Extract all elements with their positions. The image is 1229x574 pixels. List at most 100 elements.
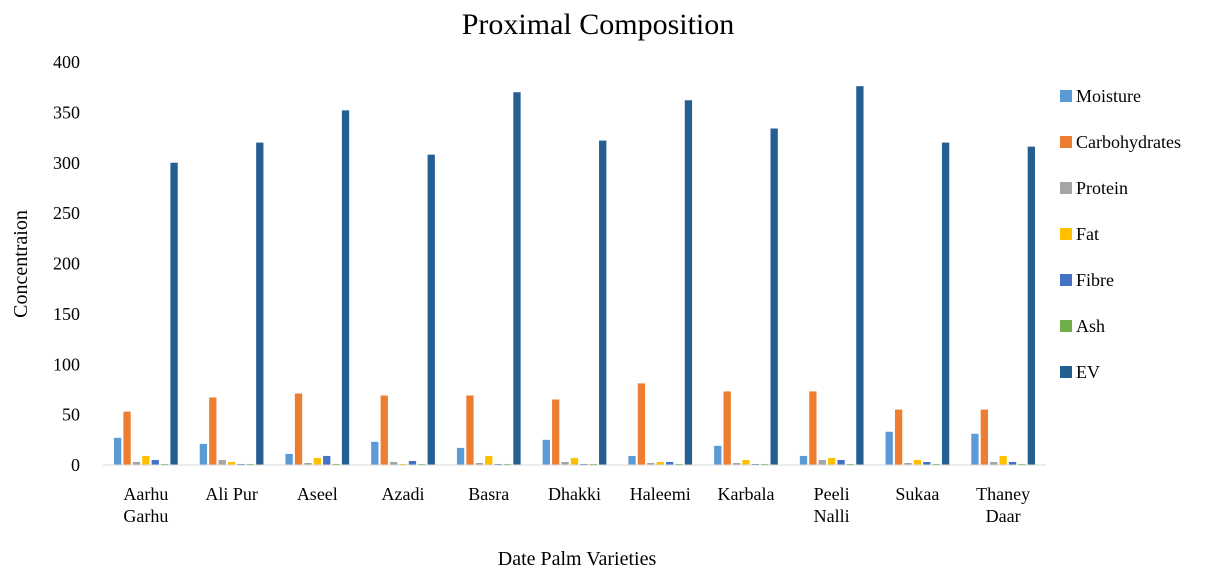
category-label: Aseel xyxy=(297,484,338,504)
bar-ash xyxy=(503,463,512,465)
bar-fibre xyxy=(580,463,588,465)
bar-ev xyxy=(770,128,778,465)
bar-ash xyxy=(418,463,426,465)
bar-fibre xyxy=(1008,461,1017,465)
category-label: Sukaa xyxy=(895,484,939,504)
bar-fibre xyxy=(408,460,417,465)
bar-carbohydrates xyxy=(637,383,646,465)
bar-carbohydrates xyxy=(809,391,817,465)
bar-moisture xyxy=(456,447,465,465)
legend-label-protein: Protein xyxy=(1076,178,1128,198)
bar-fat xyxy=(913,459,922,465)
bar-ash xyxy=(675,463,683,465)
bar-moisture xyxy=(628,455,636,465)
bar-ev xyxy=(341,110,350,466)
bar-fat xyxy=(485,455,493,465)
bar-fat xyxy=(570,457,579,465)
bar-carbohydrates xyxy=(723,391,731,465)
legend-swatch-protein xyxy=(1060,182,1072,194)
bar-carbohydrates xyxy=(209,397,217,465)
bar-carbohydrates xyxy=(980,409,988,465)
legend-label-fat: Fat xyxy=(1076,224,1099,244)
y-tick-label: 100 xyxy=(53,354,80,374)
bar-ev xyxy=(941,142,950,465)
category-label: Karbala xyxy=(717,484,774,504)
bar-fat xyxy=(656,461,664,465)
legend-label-ash: Ash xyxy=(1076,316,1105,336)
y-tick-label: 300 xyxy=(53,153,80,173)
y-tick-label: 250 xyxy=(53,203,80,223)
legend-swatch-moisture xyxy=(1060,90,1072,102)
legend-swatch-ev xyxy=(1060,366,1072,378)
legend-label-fibre: Fibre xyxy=(1076,270,1114,290)
y-tick-label: 150 xyxy=(53,304,80,324)
bar-ash xyxy=(761,463,769,465)
category-label-line: Sukaa xyxy=(895,484,939,504)
category-label: Haleemi xyxy=(630,484,691,504)
legend: Moisture Carbohydrates Protein Fat Fibre Ash E… xyxy=(1060,86,1181,382)
bar-ev xyxy=(427,154,435,465)
bar-protein xyxy=(904,462,912,465)
bar-ash xyxy=(332,463,340,465)
bar-fibre xyxy=(151,459,159,465)
bar-ash xyxy=(846,463,855,465)
bar-carbohydrates xyxy=(466,395,474,465)
bar-protein xyxy=(818,459,826,465)
category-label: Thaney Daar xyxy=(976,484,1030,526)
bar-moisture xyxy=(285,453,293,465)
bar-moisture xyxy=(799,455,808,465)
bar-ev xyxy=(513,92,521,465)
bar-fat xyxy=(313,457,321,465)
category-label: Azadi xyxy=(382,484,425,504)
bar-fibre xyxy=(923,461,931,465)
category-label-line: Azadi xyxy=(382,484,425,504)
bar-carbohydrates xyxy=(552,399,560,465)
bar-fibre xyxy=(665,461,674,465)
legend-label-ev: EV xyxy=(1076,362,1100,382)
bar-ev xyxy=(170,162,178,465)
category-label: Ali Pur xyxy=(205,484,258,504)
category-label: Basra xyxy=(468,484,509,504)
category-label-line: Karbala xyxy=(717,484,774,504)
category-label: Dhakki xyxy=(548,484,601,504)
category-label-line: Thaney xyxy=(976,484,1030,504)
bar-ev xyxy=(256,142,264,465)
bar-protein xyxy=(732,462,741,465)
bar-moisture xyxy=(199,443,208,465)
legend-swatch-carbohydrates xyxy=(1060,136,1072,148)
bar-protein xyxy=(475,462,484,465)
category-label-line: Haleemi xyxy=(630,484,691,504)
category-label-line: Garhu xyxy=(123,506,168,526)
category-label-line: Ali Pur xyxy=(205,484,258,504)
bar-carbohydrates xyxy=(294,393,303,465)
y-axis-title: Concentraion xyxy=(10,210,32,318)
category-label-line: Daar xyxy=(986,506,1021,526)
bar-carbohydrates xyxy=(123,411,131,465)
category-label: Aarhu Garhu xyxy=(123,484,168,526)
chart-title: Proximal Composition xyxy=(462,8,735,41)
y-tick-label: 200 xyxy=(53,254,80,274)
category-label-line: Basra xyxy=(468,484,509,504)
category-label-line: Aarhu xyxy=(123,484,168,504)
bar-ev xyxy=(599,140,607,465)
bar-ev xyxy=(684,100,693,465)
category-label-line: Aseel xyxy=(297,484,338,504)
category-label-line: Dhakki xyxy=(548,484,601,504)
bar-ash xyxy=(589,463,597,465)
y-tick-label: 0 xyxy=(71,455,80,475)
bar-fat xyxy=(828,457,836,465)
bars xyxy=(114,86,1035,466)
bar-fibre xyxy=(837,459,845,465)
legend-label-moisture: Moisture xyxy=(1076,86,1141,106)
bar-protein xyxy=(218,459,226,465)
bar-ev xyxy=(1027,146,1035,465)
bar-ash xyxy=(1018,463,1026,465)
bar-moisture xyxy=(971,433,979,465)
bar-ash xyxy=(246,463,255,465)
bar-fat xyxy=(399,463,407,465)
bar-fibre xyxy=(237,463,245,465)
bar-protein xyxy=(389,461,398,465)
bar-fat xyxy=(742,459,750,465)
category-labels: Aarhu Garhu Ali Pur Aseel Azadi Basra Dhakki Ha… xyxy=(123,484,1030,526)
